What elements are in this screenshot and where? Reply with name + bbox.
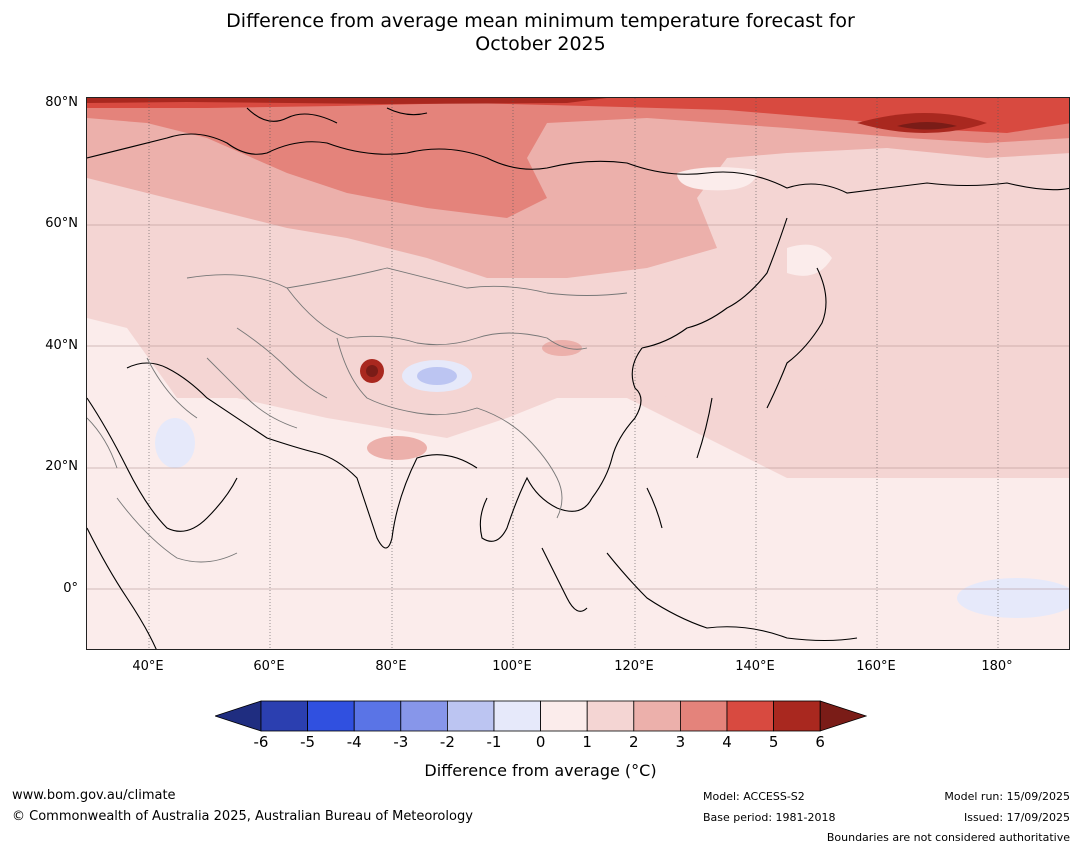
lat-label-40n: 40°N [45,338,78,353]
anomaly-cold-arabia [155,418,195,468]
anomaly-cold-pacific [957,578,1069,618]
colorbar-cell [400,700,448,732]
colorbar-low-extension [215,700,262,732]
colorbar-tick-label: -5 [300,733,316,751]
colorbar-tick-label: 0 [535,733,546,751]
title-line-2: October 2025 [475,33,606,55]
colorbar-cell [679,700,728,732]
colorbar-tick-label: 1 [582,733,592,751]
colorbar [215,700,867,732]
colorbar-tick-label: 2 [629,733,639,751]
map-svg [87,98,1069,649]
colorbar-tick-label: -1 [486,733,502,751]
anomaly-region-5to6 [87,98,607,104]
colorbar-cell [446,700,495,732]
anomaly-hotspot-east [897,122,957,130]
colorbar-cell [726,700,774,732]
chart-title: Difference from average mean minimum tem… [0,10,1081,56]
lat-label-60n: 60°N [45,216,78,231]
model-run-text: Model run: 15/09/2025 [944,790,1070,803]
colorbar-tick-label: -3 [393,733,409,751]
lon-label-60e: 60°E [253,659,285,674]
lon-label-80e: 80°E [375,659,407,674]
colorbar-tick-label: -6 [253,733,269,751]
anomaly-warm-india [367,436,427,460]
anomaly-region-0to1-ne [787,244,832,276]
anomaly-region-4to5 [87,98,1069,133]
copyright-text: © Commonwealth of Australia 2025, Austra… [12,809,473,824]
colorbar-cell [307,700,355,732]
colorbar-tick-label: -4 [346,733,362,751]
anomaly-region-1to2-ocean [627,378,1069,478]
colorbar-cell [540,700,588,732]
lon-label-160e: 160°E [856,659,896,674]
lat-label-0: 0° [63,581,78,596]
title-line-1: Difference from average mean minimum tem… [226,10,855,32]
lon-label-100e: 100°E [492,659,532,674]
anomaly-region-3to4 [87,98,1069,218]
colorbar-cell [773,700,821,732]
anomaly-hotspot-tibet-core [366,365,378,377]
colorbar-cell [586,700,635,732]
colorbar-cell [260,700,308,732]
base-period-text: Base period: 1981-2018 [703,811,836,824]
colorbar-tick-label: 3 [675,733,686,751]
lon-label-140e: 140°E [735,659,775,674]
colorbar-high-extension [819,700,867,732]
colorbar-cell [633,700,681,732]
lon-label-180: 180° [981,659,1013,674]
lat-label-20n: 20°N [45,459,78,474]
country-borders [87,267,628,563]
lon-label-120e: 120°E [614,659,654,674]
website-link[interactable]: www.bom.gov.au/climate [12,788,176,803]
colorbar-tick-label: -2 [439,733,455,751]
latitude-lines [87,224,1069,590]
lat-label-80n: 80°N [45,95,78,110]
graticule [148,98,999,649]
coastlines [87,107,1069,649]
forecast-map [86,97,1070,650]
anomaly-warm-china [542,340,582,356]
colorbar-cell [353,700,402,732]
colorbar-cell [493,700,541,732]
colorbar-label: Difference from average (°C) [424,761,657,780]
disclaimer-text: Boundaries are not considered authoritat… [826,831,1070,844]
colorbar-tick-label: 4 [722,733,732,751]
lon-label-40e: 40°E [132,659,164,674]
colorbar-tick-label: 5 [768,733,779,751]
colorbar-tick-label: 6 [815,733,825,751]
issued-text: Issued: 17/09/2025 [963,811,1070,824]
anomaly-cold-plateau-core [417,367,457,385]
model-text: Model: ACCESS-S2 [703,790,805,803]
